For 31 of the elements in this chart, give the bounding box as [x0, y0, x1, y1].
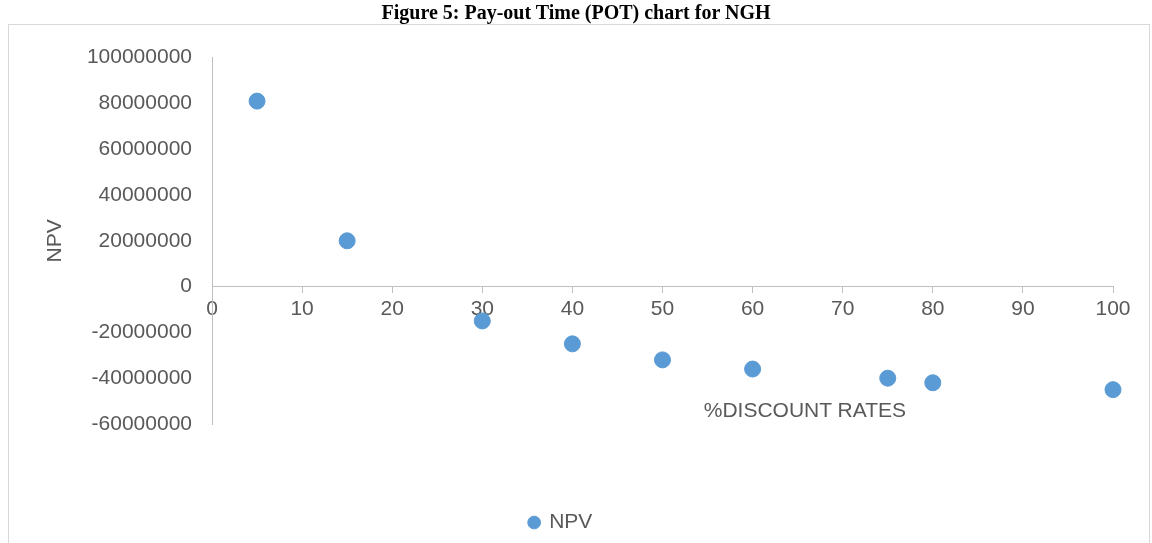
- y-tick-label: -60000000: [91, 410, 192, 434]
- chart-title: Figure 5: Pay-out Time (POT) chart for NGH: [380, 0, 772, 24]
- legend-label: NPV: [549, 509, 593, 533]
- x-tick-label: 40: [560, 296, 585, 319]
- y-tick-label: 40000000: [98, 181, 192, 205]
- point: [1104, 381, 1122, 399]
- point: [744, 360, 762, 378]
- point: [924, 374, 942, 392]
- x-tick-label: 100: [1095, 296, 1131, 319]
- point: [338, 232, 356, 250]
- y-tick-label: -20000000: [91, 319, 192, 343]
- y-tick-label: -40000000: [91, 365, 192, 388]
- y-tick-label: 80000000: [98, 90, 192, 114]
- y-axis-title: NPV: [42, 219, 66, 263]
- y-tick-label: 20000000: [98, 227, 192, 251]
- y-tick-label: 100000000: [86, 44, 192, 68]
- point: [654, 351, 671, 369]
- x-tick-label: 20: [380, 296, 404, 319]
- point: [248, 92, 266, 110]
- x-axis-title: %DISCOUNT RATES: [703, 397, 906, 421]
- x-tick-label: 60: [740, 296, 765, 319]
- x-tick-label: 80: [921, 296, 945, 319]
- y-tick-label: 0: [180, 273, 192, 297]
- x-tick-label: 10: [290, 296, 314, 319]
- point: [879, 369, 897, 387]
- y-tick-label: 60000000: [98, 136, 192, 159]
- x-tick-label: 70: [831, 296, 855, 319]
- x-tick-label: 50: [650, 296, 675, 319]
- x-tick-label: 30: [470, 296, 494, 319]
- point: [563, 335, 581, 353]
- x-tick-label: 90: [1011, 296, 1035, 319]
